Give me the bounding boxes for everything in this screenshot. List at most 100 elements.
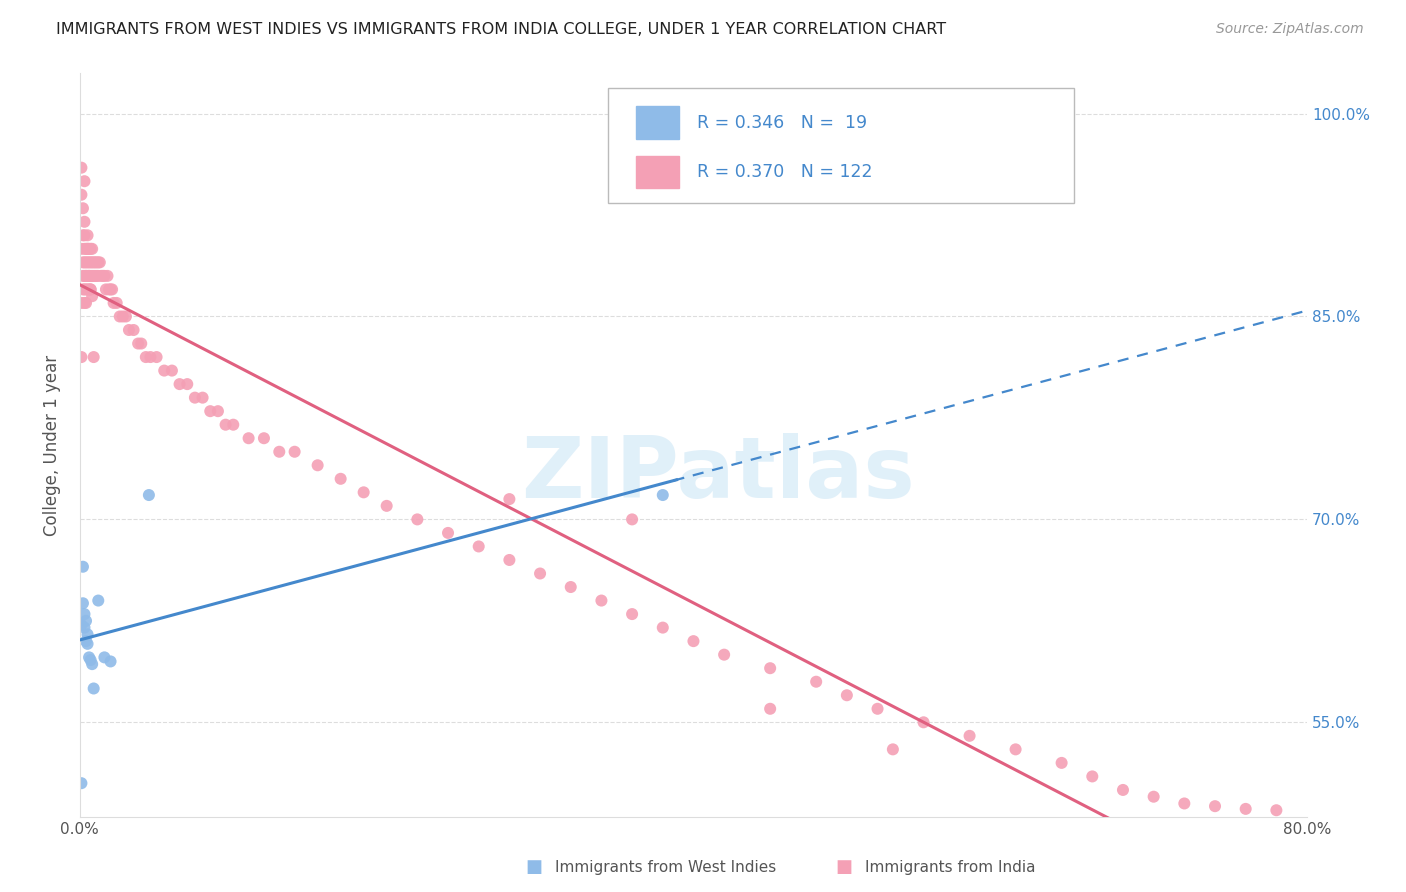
Point xyxy=(72,201,94,215)
Point xyxy=(621,607,644,621)
Point xyxy=(75,296,97,310)
Point xyxy=(72,268,94,283)
Bar xyxy=(636,106,679,139)
Point xyxy=(77,282,100,296)
Point xyxy=(100,282,122,296)
Point xyxy=(759,661,782,675)
Point xyxy=(72,255,94,269)
Point xyxy=(1004,742,1026,756)
Point xyxy=(127,336,149,351)
Point xyxy=(184,391,207,405)
Point xyxy=(87,593,110,607)
Point xyxy=(111,310,134,324)
Point xyxy=(73,255,96,269)
Point xyxy=(912,715,935,730)
Point xyxy=(200,404,222,418)
Point xyxy=(307,458,329,473)
Point xyxy=(86,268,108,283)
Point xyxy=(82,255,104,269)
Point xyxy=(135,350,157,364)
Point xyxy=(73,621,96,635)
Point xyxy=(83,350,105,364)
Point xyxy=(406,512,429,526)
Point xyxy=(253,431,276,445)
Point xyxy=(72,596,94,610)
Point xyxy=(101,282,124,296)
Point xyxy=(79,242,101,256)
Point xyxy=(1143,789,1166,804)
Point xyxy=(122,323,145,337)
Point xyxy=(139,350,162,364)
FancyBboxPatch shape xyxy=(607,87,1074,203)
Bar xyxy=(636,155,679,188)
Point xyxy=(82,289,104,303)
Point xyxy=(87,268,110,283)
Point xyxy=(96,268,118,283)
Point xyxy=(207,404,229,418)
Point xyxy=(759,702,782,716)
Point xyxy=(72,228,94,243)
Point xyxy=(90,268,112,283)
Y-axis label: College, Under 1 year: College, Under 1 year xyxy=(44,354,60,535)
Point xyxy=(118,323,141,337)
Point xyxy=(77,650,100,665)
Point xyxy=(79,282,101,296)
Point xyxy=(86,255,108,269)
Point xyxy=(214,417,236,432)
Point xyxy=(82,268,104,283)
Text: IMMIGRANTS FROM WEST INDIES VS IMMIGRANTS FROM INDIA COLLEGE, UNDER 1 YEAR CORRE: IMMIGRANTS FROM WEST INDIES VS IMMIGRANT… xyxy=(56,22,946,37)
Point xyxy=(79,255,101,269)
Point xyxy=(1173,797,1195,811)
Point xyxy=(75,242,97,256)
Point xyxy=(353,485,375,500)
Point xyxy=(82,242,104,256)
Point xyxy=(73,215,96,229)
Point xyxy=(76,268,98,283)
Point xyxy=(1204,799,1226,814)
Point xyxy=(87,255,110,269)
Point xyxy=(73,228,96,243)
Point xyxy=(70,776,93,790)
Point xyxy=(866,702,889,716)
Text: ■: ■ xyxy=(526,858,543,876)
Point xyxy=(76,242,98,256)
Text: R = 0.346   N =  19: R = 0.346 N = 19 xyxy=(697,114,868,132)
Point xyxy=(1081,769,1104,783)
Point xyxy=(73,296,96,310)
Point xyxy=(437,525,460,540)
Point xyxy=(75,268,97,283)
Point xyxy=(560,580,582,594)
Point xyxy=(835,688,858,702)
Point xyxy=(108,310,131,324)
Point xyxy=(83,255,105,269)
Point xyxy=(713,648,735,662)
Point xyxy=(93,650,115,665)
Point xyxy=(79,653,101,667)
Point xyxy=(83,681,105,696)
Point xyxy=(467,540,489,554)
Point xyxy=(70,618,93,632)
Point xyxy=(882,742,904,756)
Point xyxy=(1112,783,1135,797)
Point xyxy=(79,282,101,296)
Point xyxy=(76,637,98,651)
Point xyxy=(73,174,96,188)
Point xyxy=(83,268,105,283)
Point xyxy=(77,242,100,256)
Point xyxy=(84,255,107,269)
Point xyxy=(498,492,520,507)
Text: ■: ■ xyxy=(835,858,852,876)
Point xyxy=(72,559,94,574)
Point xyxy=(70,296,93,310)
Point xyxy=(94,282,117,296)
Text: Source: ZipAtlas.com: Source: ZipAtlas.com xyxy=(1216,22,1364,37)
Point xyxy=(129,336,152,351)
Point xyxy=(238,431,260,445)
Point xyxy=(145,350,167,364)
Point xyxy=(100,655,122,669)
Point xyxy=(70,242,93,256)
Point xyxy=(91,268,114,283)
Point xyxy=(1265,803,1288,817)
Point xyxy=(329,472,352,486)
Point xyxy=(804,674,827,689)
